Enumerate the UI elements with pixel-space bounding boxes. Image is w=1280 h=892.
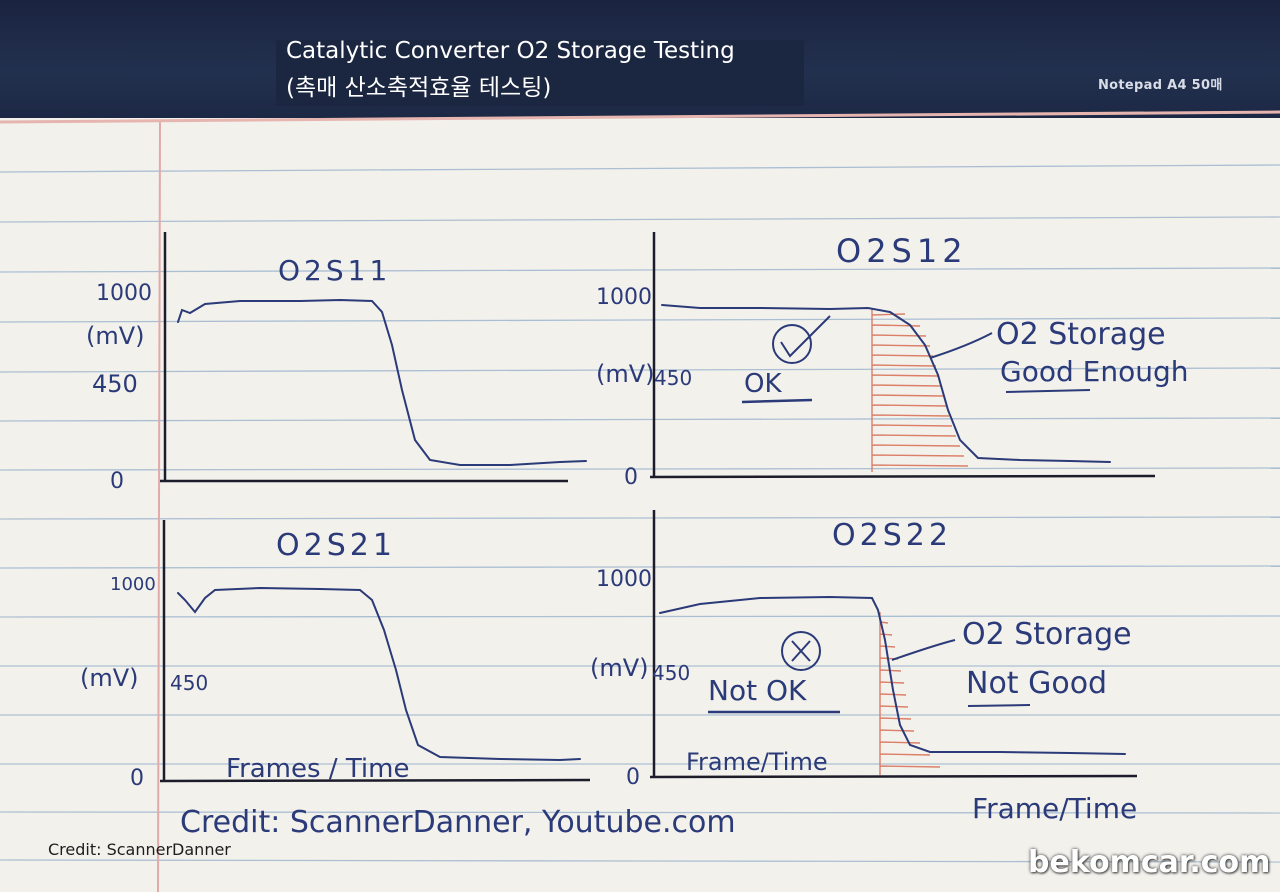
note-bad-line1: O2 Storage [962, 617, 1132, 652]
yunit-o2s12: (mV) [596, 360, 655, 388]
hatch-good [871, 308, 969, 472]
ymid-o2s21: 450 [170, 671, 208, 695]
ymid-o2s11: 450 [92, 370, 138, 398]
title-korean: (촉매 산소축적효율 테스팅) [286, 75, 552, 101]
x-circle-icon [781, 631, 821, 671]
title-o2s22: O2S22 [832, 518, 952, 553]
hatch-bad [879, 612, 941, 775]
title-o2s21: O2S21 [276, 528, 396, 563]
notepad-paper [0, 118, 1280, 892]
mark-ok: OK [744, 369, 782, 399]
signal-traces [177, 298, 1126, 762]
trace-o2s11 [177, 298, 587, 466]
ytop-o2s22: 1000 [596, 567, 652, 592]
trace-o2s22 [659, 595, 1126, 755]
yunit-o2s21: (mV) [80, 664, 139, 692]
watermark: bekomcar.com [1028, 845, 1271, 880]
title-english: Catalytic Converter O2 Storage Testing [286, 38, 735, 64]
xlabel-o2s22: Frame/Time [686, 748, 828, 776]
yunit-o2s22: (mV) [590, 654, 649, 682]
axes [159, 232, 1156, 783]
arrow-good [929, 332, 993, 359]
ruled-lines [0, 164, 1280, 863]
handwritten-credit: Credit: ScannerDanner, Youtube.com [180, 805, 736, 840]
x-mark-icon [791, 640, 811, 662]
credit-caption: Credit: ScannerDanner [48, 840, 231, 859]
title-o2s11: O2S11 [278, 254, 391, 287]
ytop-o2s21: 1000 [110, 574, 156, 595]
yzero-o2s12: 0 [624, 465, 638, 490]
margin-line [157, 121, 161, 892]
xlabel-o2s21: Frames / Time [226, 754, 409, 784]
check-circle-icon [772, 324, 812, 364]
underline-not-good [967, 704, 1031, 707]
arrow-bad [891, 639, 956, 661]
notebook-brand-label: Notepad A4 50매 [1098, 78, 1223, 93]
underline-ok [741, 398, 813, 404]
trace-o2s21 [177, 586, 581, 762]
title-o2s12: O2S12 [836, 232, 968, 270]
ymid-o2s12: 450 [654, 366, 692, 390]
ytop-o2s11: 1000 [96, 281, 152, 306]
yzero-o2s11: 0 [110, 469, 124, 494]
ymid-o2s22: 450 [652, 661, 690, 685]
mark-not-ok: Not OK [708, 674, 807, 707]
trace-o2s12 [661, 304, 1111, 463]
check-mark-icon [780, 315, 831, 358]
underline-good [1005, 389, 1091, 393]
title-box [276, 40, 804, 106]
ytop-o2s12: 1000 [596, 285, 652, 310]
note-bad-line2: Not Good [966, 666, 1107, 701]
paper-top-edge [0, 110, 1280, 124]
note-good-line2: Good Enough [1000, 355, 1188, 388]
note-good-line1: O2 Storage [996, 317, 1166, 352]
yzero-o2s21: 0 [130, 766, 144, 791]
yunit-o2s11: (mV) [86, 322, 145, 350]
yzero-o2s22: 0 [626, 765, 640, 790]
handwritten-axis-label: Frame/Time [972, 792, 1137, 825]
